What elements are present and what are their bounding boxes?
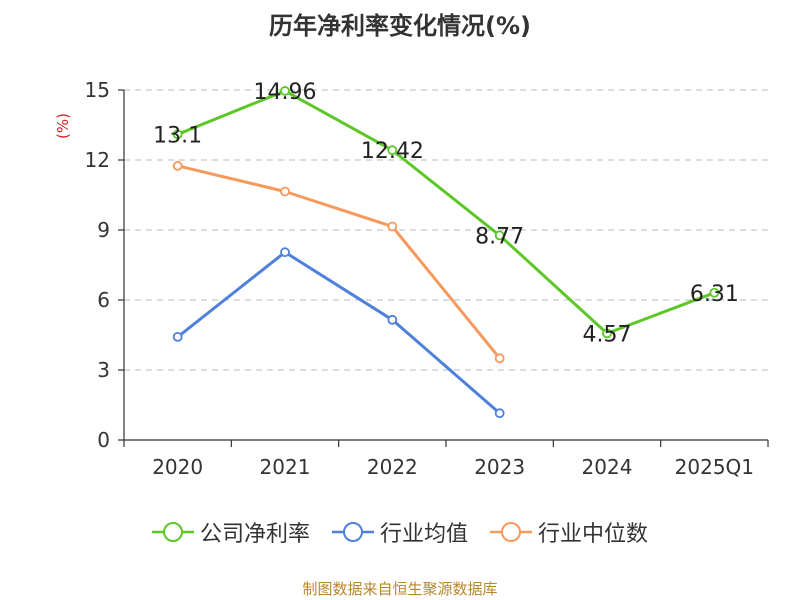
data-point [387, 145, 398, 156]
series-line-1 [176, 250, 501, 415]
axes: 0 3 6 9 12 15 (%) 2020 2021 2022 2023 2024 2025Q1 [54, 78, 769, 479]
y-tick-label: 6 [97, 288, 110, 312]
data-point [280, 247, 290, 258]
series-line-0 [177, 89, 715, 335]
data-label: 8.77 [475, 224, 524, 249]
legend-item[interactable]: 行业均值 [331, 516, 468, 548]
legend-item[interactable]: 行业中位数 [490, 516, 648, 548]
data-point [172, 129, 183, 140]
legend-swatch [151, 522, 194, 542]
legend-label: 公司净利率 [199, 522, 310, 547]
legend-item[interactable]: 公司净利率 [151, 516, 310, 548]
data-label: 13.1 [153, 123, 202, 148]
data-point [494, 353, 505, 364]
legend: 公司净利率 行业均值 行业中位数 [0, 516, 800, 548]
legend-swatch [490, 522, 532, 542]
y-tick-label: 9 [97, 218, 110, 242]
chart-title: 历年净利率变化情况(%) [269, 12, 531, 40]
x-tick-label: 2020 [152, 455, 203, 479]
data-point [280, 86, 290, 96]
data-point [709, 287, 720, 298]
data-point [387, 314, 398, 325]
x-tick-label: 2024 [582, 455, 633, 479]
data-point [280, 186, 290, 197]
y-axis-label: (%) [54, 113, 72, 139]
legend-label: 行业均值 [379, 522, 468, 547]
series-lines [172, 86, 720, 419]
grid-lines [124, 89, 768, 371]
data-label: 4.57 [583, 322, 632, 347]
x-tick-label: 2023 [474, 455, 525, 479]
data-point [602, 328, 612, 339]
series-line-2 [177, 164, 501, 360]
legend-swatch [331, 522, 374, 542]
data-label: 6.31 [690, 282, 739, 307]
y-tick-label: 3 [97, 358, 110, 382]
data-label: 14.96 [254, 80, 317, 105]
x-tick-label: 2022 [367, 455, 418, 479]
data-point [494, 230, 505, 241]
y-tick-label: 12 [85, 148, 110, 172]
x-tick-label: 2025Q1 [675, 455, 754, 479]
data-point [172, 160, 183, 171]
x-tick-label: 2021 [260, 455, 311, 479]
legend-label: 行业中位数 [538, 522, 649, 547]
y-tick-label: 15 [85, 78, 110, 102]
data-label: 12.42 [361, 139, 424, 164]
source-note: 制图数据来自恒生聚源数据库 [302, 580, 498, 598]
data-point [387, 221, 398, 232]
data-point [172, 331, 183, 342]
y-tick-label: 0 [97, 428, 110, 452]
data-point [494, 408, 505, 419]
data-labels: 13.1 14.96 12.42 8.77 4.57 6.31 [153, 80, 739, 347]
